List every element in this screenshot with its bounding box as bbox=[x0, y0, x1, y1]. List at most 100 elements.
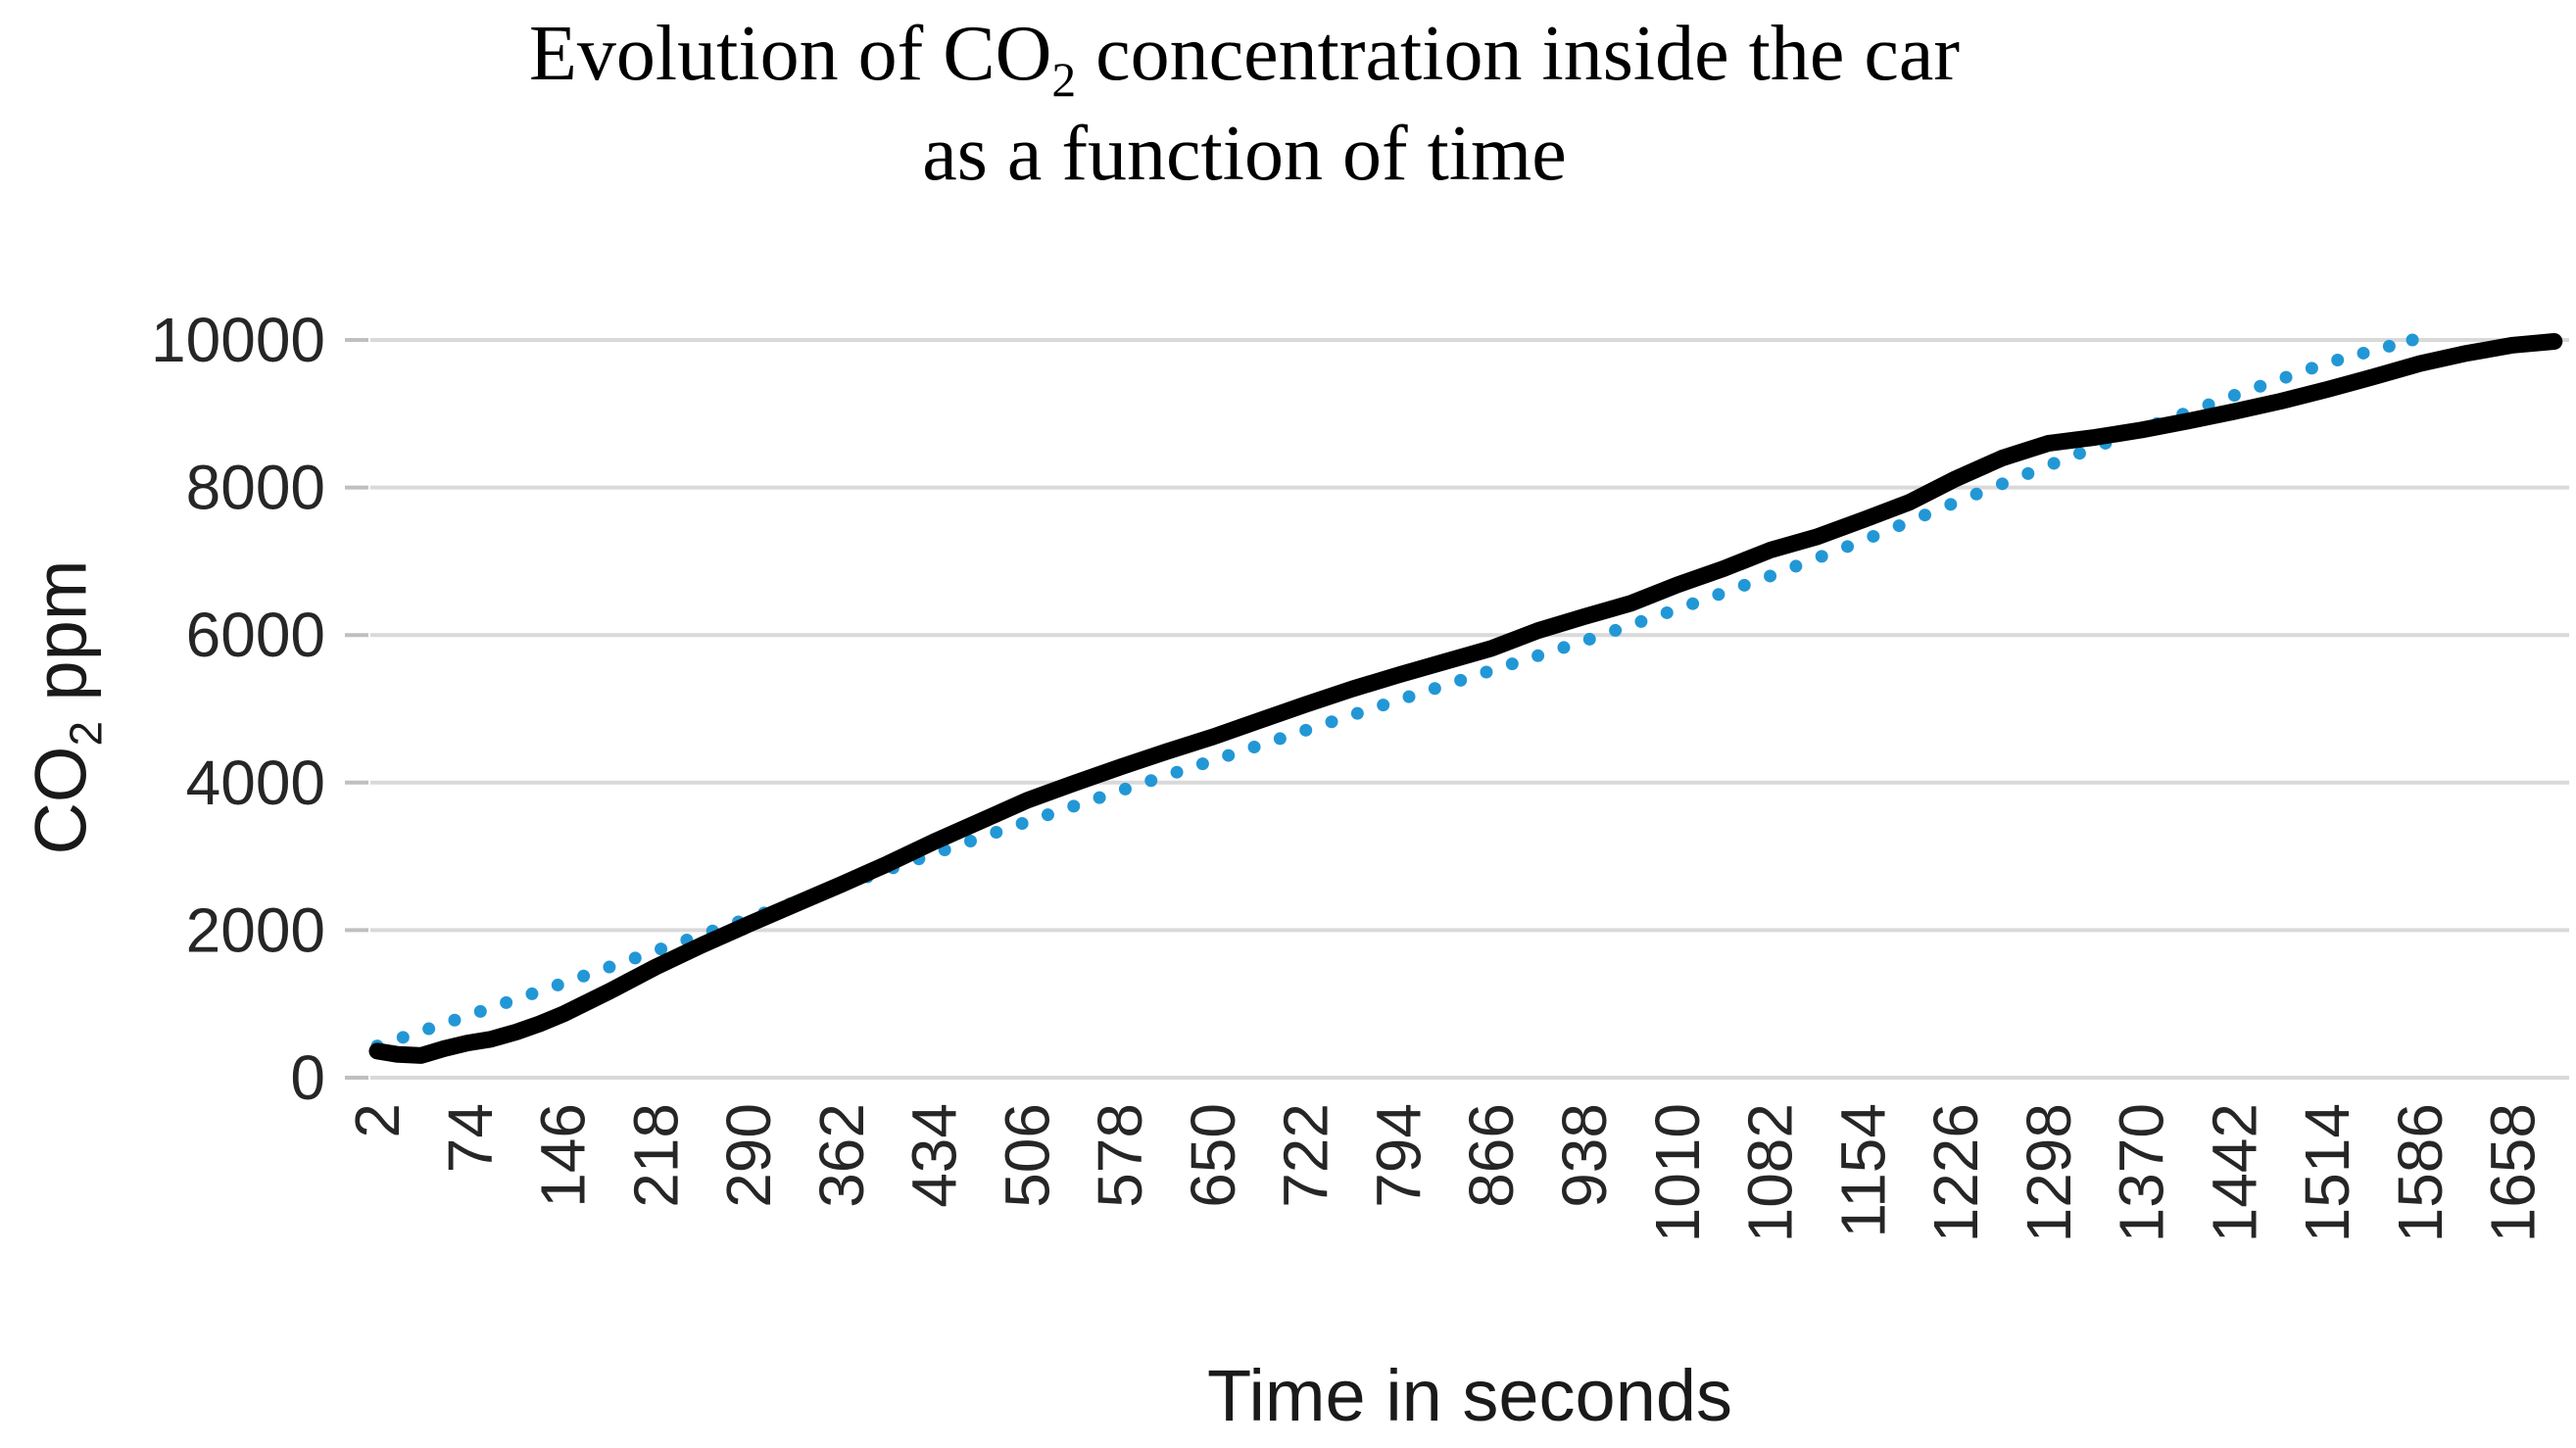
x-tick-label: 362 bbox=[806, 1103, 877, 1208]
trend-dot bbox=[1582, 632, 1596, 646]
chart-title: Evolution of CO2 concentration inside th… bbox=[0, 4, 2489, 205]
trend-dot bbox=[551, 978, 564, 991]
trend-dot bbox=[990, 826, 1003, 840]
x-tick-label: 1082 bbox=[1735, 1103, 1806, 1242]
trend-dot bbox=[1764, 569, 1777, 583]
trend-dot bbox=[1454, 673, 1468, 687]
trend-dot bbox=[2357, 346, 2370, 360]
x-tick-label: 1010 bbox=[1642, 1103, 1713, 1242]
y-tick-label: 10000 bbox=[151, 305, 325, 375]
chart-title-line2: as a function of time bbox=[922, 111, 1567, 198]
trend-dot bbox=[1531, 649, 1545, 662]
trend-dot bbox=[963, 834, 977, 847]
x-tick-label: 1442 bbox=[2199, 1103, 2269, 1242]
x-tick-label: 938 bbox=[1549, 1103, 1620, 1208]
x-tick-labels: 2 74 146 218 290 362 434 506 578 650 722 794 866 938 1… bbox=[342, 1103, 2549, 1242]
trend-dot bbox=[1480, 665, 1493, 679]
trend-dot bbox=[1712, 588, 1725, 602]
trend-dot bbox=[2254, 379, 2267, 393]
trend-dot bbox=[1609, 623, 1623, 637]
trend-dot bbox=[473, 1004, 487, 1018]
trend-dot bbox=[2331, 354, 2345, 367]
y-tick-label: 2000 bbox=[186, 894, 325, 965]
trend-dot bbox=[2072, 447, 2086, 460]
trend-dot bbox=[396, 1031, 410, 1044]
y-tick-label: 0 bbox=[290, 1042, 325, 1113]
chart-title-subscript: 2 bbox=[1051, 53, 1077, 107]
x-tick-label: 506 bbox=[992, 1103, 1062, 1208]
trend-dot bbox=[1402, 690, 1416, 703]
trend-dot bbox=[603, 960, 616, 974]
trend-dot bbox=[1015, 817, 1029, 831]
chart-title-text-cont: concentration inside the car bbox=[1076, 11, 1960, 97]
chart-title-line1: Evolution of CO2 concentration inside th… bbox=[0, 4, 2489, 104]
trend-dot bbox=[1892, 519, 1906, 533]
trend-dot bbox=[1144, 774, 1158, 788]
y-tick-label: 8000 bbox=[186, 453, 325, 523]
trend-dot bbox=[1222, 748, 1236, 762]
trend-dot bbox=[448, 1013, 462, 1027]
gridlines bbox=[370, 338, 2569, 1080]
trend-dot bbox=[1660, 605, 1674, 619]
trend-dot bbox=[2047, 457, 2061, 470]
x-tick-label: 74 bbox=[435, 1103, 506, 1173]
x-tick-label: 722 bbox=[1271, 1103, 1341, 1208]
trend-dot bbox=[655, 942, 668, 956]
x-tick-label: 866 bbox=[1456, 1103, 1527, 1208]
trend-dot bbox=[1789, 559, 1803, 573]
trend-dot bbox=[1067, 799, 1081, 813]
trend-dot bbox=[1944, 498, 1958, 511]
trend-dot bbox=[1325, 715, 1338, 729]
x-tick-label: 434 bbox=[899, 1103, 970, 1208]
x-tick-label: 2 bbox=[342, 1103, 413, 1138]
x-tick-label: 1298 bbox=[2014, 1103, 2084, 1242]
trend-dot bbox=[1505, 657, 1519, 671]
x-tick-label: 218 bbox=[620, 1103, 691, 1208]
trend-dot bbox=[1867, 529, 1880, 543]
x-tick-label: 794 bbox=[1363, 1103, 1434, 1208]
trend-dot bbox=[1041, 808, 1054, 822]
trend-dot bbox=[2406, 333, 2419, 347]
trend-dot bbox=[1686, 597, 1700, 610]
x-axis-title: Time in seconds bbox=[1206, 1355, 1733, 1436]
trend-dot bbox=[1118, 782, 1132, 796]
trend-dot bbox=[1919, 508, 1931, 522]
chart-title-text: Evolution of CO bbox=[529, 11, 1052, 97]
trend-dot bbox=[1841, 540, 1855, 554]
trend-dot bbox=[1247, 740, 1261, 753]
trend-dot bbox=[2279, 370, 2293, 384]
trend-dot bbox=[1350, 706, 1364, 720]
trend-dot bbox=[2305, 362, 2318, 375]
trend-dot bbox=[1273, 732, 1287, 746]
trend-dot bbox=[1995, 477, 2009, 491]
trend-dot bbox=[1093, 791, 1106, 804]
x-tick-label: 1658 bbox=[2478, 1103, 2549, 1242]
measured-line-series bbox=[368, 333, 2563, 1064]
x-tick-label: 290 bbox=[713, 1103, 784, 1208]
trend-dot bbox=[1195, 757, 1209, 771]
trend-dot bbox=[1557, 641, 1571, 654]
y-tick-marks bbox=[345, 338, 368, 1080]
x-tick-label: 650 bbox=[1178, 1103, 1248, 1208]
trend-dot bbox=[2021, 466, 2035, 480]
trend-dot bbox=[422, 1022, 436, 1036]
trend-dot bbox=[628, 951, 642, 965]
y-tick-label: 6000 bbox=[186, 600, 325, 670]
trend-dot bbox=[1377, 699, 1390, 712]
trend-dot bbox=[2227, 388, 2241, 402]
trend-dot bbox=[577, 969, 591, 983]
trend-dot bbox=[1170, 765, 1184, 779]
trend-dot bbox=[1634, 614, 1648, 628]
trend-dot bbox=[500, 995, 513, 1009]
trend-dot bbox=[1969, 487, 1983, 501]
x-tick-label: 1154 bbox=[1827, 1103, 1898, 1238]
trend-dot bbox=[525, 987, 539, 1000]
x-tick-label: 146 bbox=[528, 1103, 599, 1208]
x-tick-label: 1586 bbox=[2385, 1103, 2455, 1242]
y-tick-label: 4000 bbox=[186, 748, 325, 818]
x-tick-label: 1226 bbox=[1920, 1103, 1991, 1242]
x-tick-label: 578 bbox=[1085, 1103, 1155, 1208]
x-tick-label: 1514 bbox=[2292, 1103, 2362, 1242]
trend-dot bbox=[1428, 682, 1441, 696]
